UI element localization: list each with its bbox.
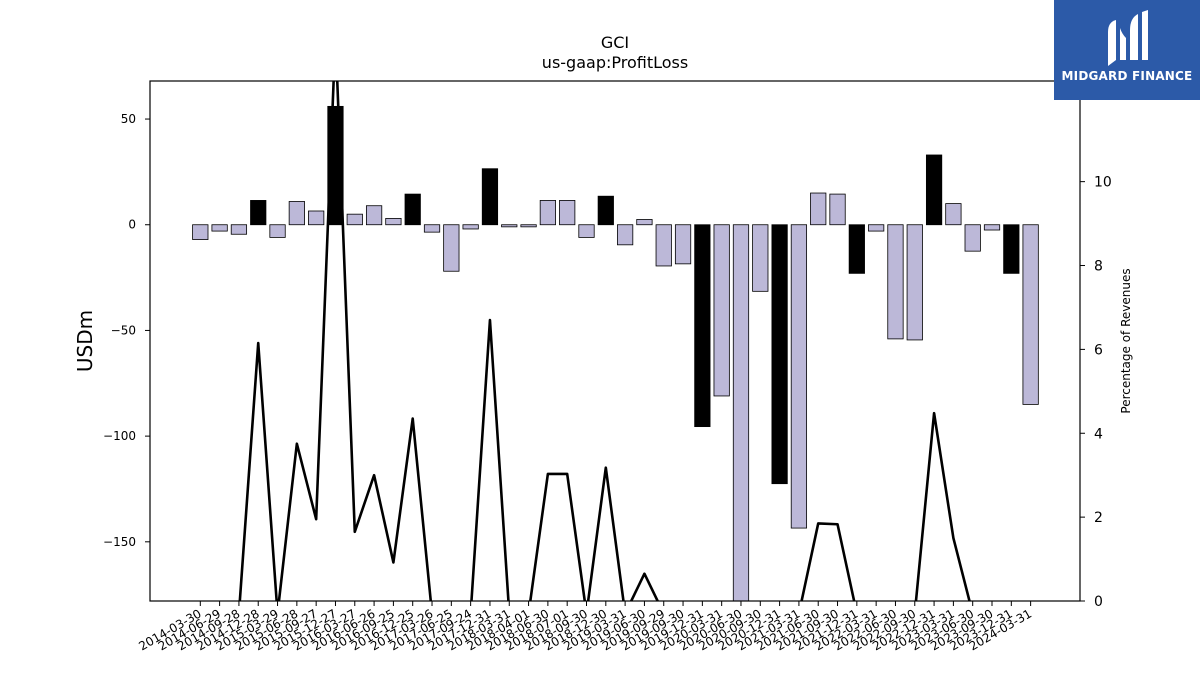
midgard-logo-icon — [1108, 10, 1148, 66]
bar — [230, 224, 248, 235]
bar — [732, 224, 750, 601]
bar — [636, 219, 653, 226]
bar — [269, 224, 286, 238]
bar — [752, 224, 769, 292]
bar — [443, 224, 460, 272]
y-tick-label: −50 — [111, 323, 136, 337]
right-axis: 0 2 4 6 8 10 — [1080, 175, 1112, 610]
bar — [829, 193, 846, 226]
y2-tick-label: 2 — [1094, 510, 1103, 526]
y2-tick-label: 8 — [1094, 259, 1103, 275]
bar — [771, 224, 788, 485]
bar — [925, 154, 943, 226]
chart-subtitle: us-gaap:ProfitLoss — [542, 53, 688, 72]
y-tick-label: −100 — [103, 429, 136, 443]
bar — [404, 193, 421, 226]
y2-tick-label: 4 — [1094, 426, 1103, 442]
y-tick-label: 0 — [128, 218, 136, 232]
percentage-line — [238, 81, 971, 601]
bar — [501, 224, 518, 228]
bar — [964, 224, 981, 252]
x-axis: 2014-03-302014-06-292014-09-282014-12-28… — [136, 601, 1034, 653]
bar — [848, 224, 865, 274]
bar — [713, 224, 730, 397]
bar — [365, 205, 383, 226]
bar — [346, 213, 363, 226]
chart-title: GCI — [601, 33, 629, 52]
bar — [423, 224, 441, 233]
bar — [906, 224, 923, 341]
y-axis-label: USDm — [73, 310, 97, 372]
bar — [559, 200, 576, 226]
bar — [481, 168, 499, 226]
bar — [578, 224, 595, 238]
bar — [810, 192, 827, 226]
y2-tick-label: 0 — [1094, 594, 1103, 610]
plot-frame — [149, 80, 1081, 602]
bar — [617, 224, 634, 246]
left-axis: 50 0 −50 −100 −150 — [103, 112, 150, 549]
y-tick-label: −150 — [103, 535, 136, 549]
bar — [211, 224, 228, 232]
bar — [385, 217, 402, 226]
y2-axis-label: Percentage of Revenues — [1119, 268, 1133, 413]
midgard-finance-logo: MIDGARD FINANCE — [1054, 0, 1200, 100]
bar — [288, 201, 305, 226]
bars-layer — [192, 105, 1039, 601]
bar — [462, 224, 479, 230]
y-tick-label: 50 — [121, 112, 136, 126]
bar — [887, 224, 904, 340]
logo-text: MIDGARD FINANCE — [1061, 69, 1193, 83]
bar — [694, 224, 711, 428]
bar — [868, 224, 885, 232]
bar — [983, 224, 1001, 231]
line-layer — [238, 81, 971, 601]
bar — [250, 200, 267, 226]
bar — [520, 224, 537, 228]
bar — [1022, 224, 1039, 405]
bar — [1003, 224, 1020, 274]
bar — [945, 203, 962, 226]
y2-tick-label: 10 — [1094, 175, 1112, 191]
bar — [655, 224, 672, 267]
y2-tick-label: 6 — [1094, 342, 1103, 358]
bar — [308, 210, 325, 226]
bar — [539, 200, 556, 226]
bar — [790, 224, 808, 529]
bar — [674, 224, 692, 265]
bar — [597, 195, 614, 226]
bar — [192, 224, 209, 240]
